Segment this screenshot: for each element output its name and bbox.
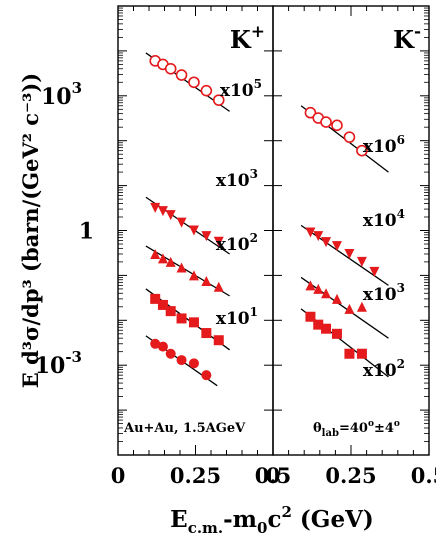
scale-factor-label: x102 — [216, 231, 258, 255]
scale-factor-label: x105 — [220, 77, 262, 101]
data-point — [188, 225, 199, 236]
panel-title-kminus: K- — [393, 22, 421, 54]
y-tick-label: 10-3 — [35, 348, 82, 379]
scale-factor-label: x103 — [216, 167, 258, 191]
data-point — [344, 303, 355, 314]
data-point — [201, 231, 212, 242]
x-tick-label: 0.25 — [170, 463, 221, 488]
fit-line — [145, 245, 230, 297]
data-point — [313, 319, 324, 330]
data-point — [304, 106, 317, 119]
data-point — [176, 217, 187, 228]
data-point — [356, 301, 367, 312]
scale-factor-label: x106 — [363, 133, 405, 157]
x-axis-label: Ec.m.-m0c2 (GeV) — [170, 503, 374, 537]
data-point — [331, 293, 342, 304]
data-point — [165, 306, 176, 317]
fit-line — [300, 276, 389, 339]
data-point — [157, 299, 168, 310]
x-tick-label: 0 — [266, 463, 281, 488]
data-point — [331, 119, 343, 132]
chart-text: 00.250.500.250.5103110-3E d³σ/dp³ (barn/… — [18, 22, 436, 537]
axis-ticks — [117, 5, 430, 456]
panel-title-kplus: K+ — [230, 22, 265, 54]
data-point — [200, 84, 213, 97]
data-point — [165, 256, 176, 267]
data-point — [313, 283, 324, 294]
data-point — [356, 144, 368, 157]
data-point — [157, 253, 168, 264]
data-point — [213, 281, 224, 292]
y-tick-label: 103 — [41, 79, 82, 110]
data-point — [176, 262, 187, 273]
data-point — [201, 370, 212, 381]
data-point — [213, 236, 224, 247]
data-point — [213, 335, 224, 346]
scale-factor-label: x104 — [363, 207, 405, 231]
data-point — [188, 358, 199, 369]
data-point — [165, 210, 176, 221]
data-point — [188, 317, 199, 328]
data-point — [157, 206, 168, 217]
x-tick-label: 0.25 — [325, 463, 376, 488]
data-point — [201, 276, 212, 287]
data-point — [176, 313, 187, 324]
y-tick-label: 1 — [79, 219, 94, 245]
data-point — [321, 237, 332, 248]
data-point — [305, 227, 316, 238]
x-tick-label: 0.5 — [411, 463, 436, 488]
data-point — [188, 270, 199, 281]
data-point — [305, 311, 316, 322]
data-point — [313, 231, 324, 242]
y-axis-label: E d³σ/dp³ (barn/(GeV² c⁻³)) — [18, 73, 43, 388]
plot-frame-kminus — [272, 5, 430, 456]
data-point — [331, 328, 342, 339]
data-point — [356, 256, 367, 267]
data-point — [344, 348, 355, 359]
data-point — [150, 293, 161, 304]
data-point — [150, 338, 161, 349]
data-point — [344, 248, 355, 259]
data-point — [150, 248, 161, 259]
panel-annotation-kminus: θlab=40o±4o — [313, 419, 400, 439]
data-point — [321, 323, 332, 334]
data-point — [164, 62, 177, 75]
data-point — [201, 328, 212, 339]
data-point — [176, 355, 187, 366]
data-point — [320, 116, 332, 128]
data-point — [369, 266, 380, 277]
fit-line — [300, 224, 389, 286]
data-point — [165, 348, 176, 359]
x-tick-label: 0.5 — [255, 463, 292, 488]
data-point — [331, 241, 342, 252]
panel-annotation-kplus: Au+Au, 1.5AGeV — [123, 421, 246, 436]
data-point — [175, 69, 188, 81]
data-marks — [145, 52, 389, 387]
scale-factor-label: x101 — [216, 305, 258, 329]
data-point — [305, 280, 316, 291]
data-point — [356, 348, 367, 359]
x-tick-label: 0 — [111, 463, 126, 488]
scale-factor-label: x103 — [363, 281, 405, 305]
scale-factor-label: x102 — [363, 357, 405, 381]
data-point — [157, 341, 168, 352]
data-point — [321, 288, 332, 299]
data-point — [188, 76, 200, 89]
data-point — [212, 94, 225, 106]
data-point — [150, 202, 161, 213]
data-point — [343, 131, 356, 143]
